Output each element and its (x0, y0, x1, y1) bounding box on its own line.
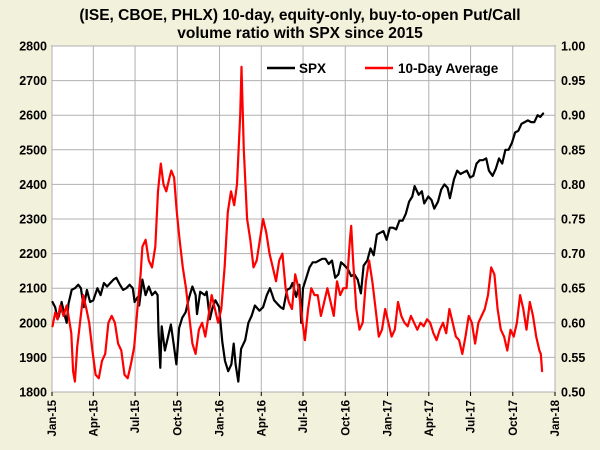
right-tick-label: 0.90 (561, 109, 585, 123)
x-tick-label: Jan-16 (215, 400, 227, 436)
x-tick-label: Apr-15 (88, 399, 100, 436)
right-tick-label: 0.70 (561, 247, 585, 261)
left-tick-label: 1900 (19, 351, 47, 365)
x-tick-label: Oct-16 (340, 400, 352, 436)
left-tick-label: 2800 (19, 40, 47, 54)
right-tick-label: 0.95 (561, 74, 585, 88)
series-layer (51, 65, 545, 383)
left-tick-label: 2500 (19, 143, 47, 157)
x-tick-label: Jul-17 (466, 400, 478, 433)
left-tick-label: 1800 (19, 386, 47, 400)
x-axis: Jan-15 Apr-15 Jul-15 Oct-15 Jan-16 Apr-16 Jul-… (47, 392, 562, 436)
x-tick-label: Jan-15 (47, 399, 59, 436)
x-tick-label: Oct-17 (508, 400, 520, 436)
series-line-spx (51, 112, 545, 383)
left-tick-label: 2400 (19, 178, 47, 192)
gridlines (51, 45, 556, 393)
x-tick-label: Jul-16 (298, 400, 310, 433)
x-tick-label: Apr-17 (424, 400, 436, 436)
right-tick-label: 0.85 (561, 143, 585, 157)
x-tick-label: Jan-17 (382, 400, 394, 436)
right-tick-label: 0.80 (561, 178, 585, 192)
left-tick-label: 2600 (19, 109, 47, 123)
right-tick-label: 0.65 (561, 282, 585, 296)
legend-label-spx: SPX (299, 61, 326, 76)
left-tick-label: 2000 (19, 316, 47, 330)
right-tick-label: 0.55 (561, 351, 585, 365)
right-axis: 0.50 0.55 0.60 0.65 0.70 0.75 0.80 0.85 0.90 0.95… (561, 40, 585, 400)
legend-label-10-day-average: 10-Day Average (398, 61, 499, 76)
left-tick-label: 2100 (19, 282, 47, 296)
legend: SPX 10-Day Average (267, 61, 499, 76)
chart-title-line-2: volume ratio with SPX since 2015 (177, 25, 423, 42)
left-tick-label: 2200 (19, 247, 47, 261)
right-tick-label: 1.00 (561, 40, 585, 54)
series-line-10-day-average (51, 65, 544, 383)
x-tick-label: Jan-18 (550, 399, 562, 436)
right-tick-label: 0.75 (561, 213, 585, 227)
right-tick-label: 0.50 (561, 386, 585, 400)
left-tick-label: 2300 (19, 213, 47, 227)
x-tick-label: Jul-15 (130, 399, 142, 433)
right-tick-label: 0.60 (561, 316, 585, 330)
left-tick-label: 2700 (19, 74, 47, 88)
x-tick-label: Apr-16 (256, 400, 268, 436)
x-tick-label: Oct-15 (172, 399, 184, 435)
left-axis: 1800 1900 2000 2100 2200 2300 2400 2500 2600 2700… (19, 40, 47, 400)
chart-title-line-1: (ISE, CBOE, PHLX) 10-day, equity-only, b… (79, 7, 520, 24)
